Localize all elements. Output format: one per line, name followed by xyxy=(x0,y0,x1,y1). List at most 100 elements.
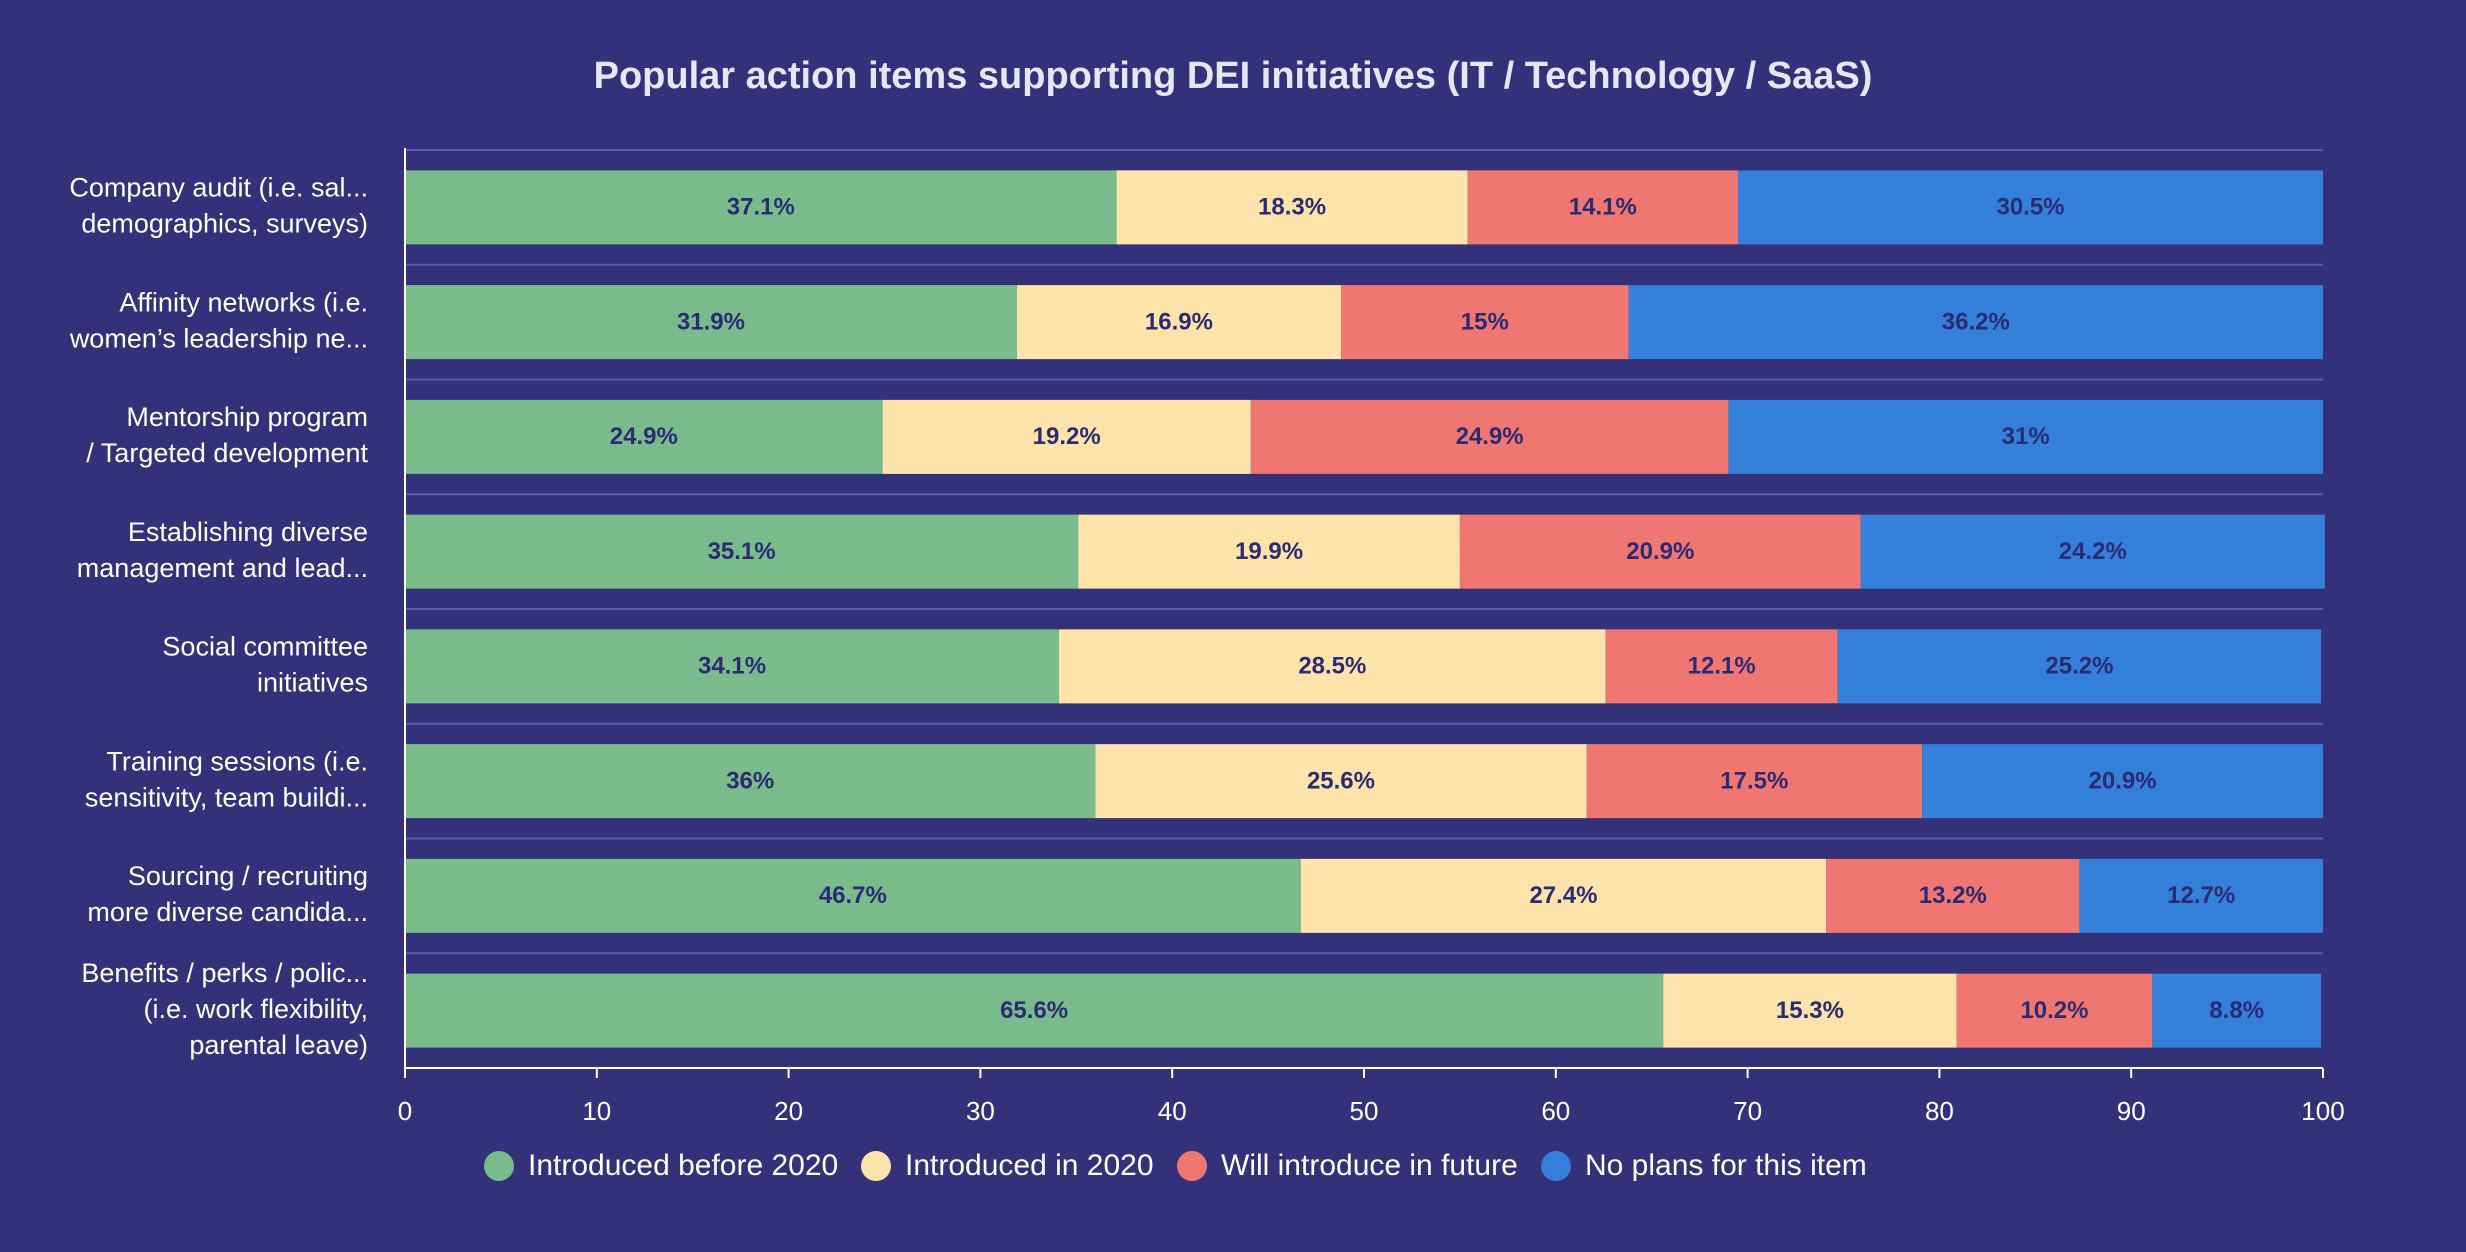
data-label: 10.2% xyxy=(2020,997,2088,1024)
bar-segment xyxy=(1837,629,2322,704)
data-label: 13.2% xyxy=(1919,882,1987,909)
bar-segment xyxy=(405,744,1096,819)
data-label: 25.6% xyxy=(1307,767,1375,794)
bar-segment xyxy=(1095,744,1587,819)
data-label: 15% xyxy=(1461,308,1509,335)
bar-segment xyxy=(1059,629,1606,704)
category-label: initiatives xyxy=(257,668,368,698)
data-label: 36% xyxy=(726,767,774,794)
bar-segment xyxy=(1663,973,1957,1048)
bar-segment xyxy=(1826,858,2080,933)
data-label: 31.9% xyxy=(677,308,745,335)
bar-segment xyxy=(1078,514,1460,589)
x-tick-label: 80 xyxy=(1925,1096,1954,1126)
x-tick-label: 60 xyxy=(1541,1096,1570,1126)
x-tick-label: 30 xyxy=(966,1096,995,1126)
legend-label: Will introduce in future xyxy=(1221,1149,1518,1182)
data-label: 8.8% xyxy=(2209,997,2264,1024)
category-label: demographics, surveys) xyxy=(81,209,368,239)
data-label: 24.9% xyxy=(1456,423,1524,450)
legend-swatch xyxy=(1541,1151,1571,1181)
category-label: Social committee xyxy=(162,632,368,662)
data-label: 12.1% xyxy=(1688,653,1756,680)
data-label: 28.5% xyxy=(1298,653,1366,680)
legend-swatch xyxy=(861,1151,891,1181)
data-label: 24.2% xyxy=(2059,538,2127,565)
x-tick-label: 20 xyxy=(774,1096,803,1126)
data-label: 34.1% xyxy=(698,653,766,680)
x-tick-label: 50 xyxy=(1350,1096,1379,1126)
legend-label: Introduced in 2020 xyxy=(905,1149,1154,1182)
bar-segment xyxy=(1586,744,1923,819)
x-tick-label: 0 xyxy=(398,1096,412,1126)
bar-segment xyxy=(1922,744,2323,819)
data-label: 18.3% xyxy=(1258,194,1326,221)
data-label: 31% xyxy=(2002,423,2050,450)
data-label: 35.1% xyxy=(708,538,776,565)
data-label: 12.7% xyxy=(2167,882,2235,909)
bar-segment xyxy=(1728,399,2323,474)
bar-segment xyxy=(1250,399,1729,474)
bar-segment xyxy=(1459,514,1861,589)
bar-segment xyxy=(1300,858,1827,933)
bar-segment xyxy=(1340,285,1629,360)
x-tick-label: 10 xyxy=(582,1096,611,1126)
category-label: more diverse candida... xyxy=(87,897,368,927)
data-label: 20.9% xyxy=(1626,538,1694,565)
data-label: 24.9% xyxy=(610,423,678,450)
bar-segment xyxy=(1860,514,2325,589)
category-label: Mentorship program xyxy=(126,402,368,432)
bar-segment xyxy=(405,973,1664,1048)
legend-label: No plans for this item xyxy=(1585,1149,1867,1182)
data-label: 16.9% xyxy=(1145,308,1213,335)
data-label: 19.2% xyxy=(1033,423,1101,450)
bar-segment xyxy=(2079,858,2323,933)
category-label: Training sessions (i.e. xyxy=(106,746,368,776)
category-label: Company audit (i.e. sal... xyxy=(69,173,368,203)
bar-segment xyxy=(1605,629,1838,704)
data-label: 14.1% xyxy=(1569,194,1637,221)
x-tick-label: 40 xyxy=(1158,1096,1187,1126)
category-label: sensitivity, team buildi... xyxy=(85,782,368,812)
bar-segment xyxy=(405,858,1301,933)
bar-segment xyxy=(1738,170,2323,245)
data-label: 15.3% xyxy=(1776,997,1844,1024)
bar-segment xyxy=(1116,170,1468,245)
category-label: Sourcing / recruiting xyxy=(128,861,368,891)
legend-swatch xyxy=(484,1151,514,1181)
data-label: 27.4% xyxy=(1529,882,1597,909)
data-label: 30.5% xyxy=(1996,194,2064,221)
data-label: 46.7% xyxy=(819,882,887,909)
bar-segment xyxy=(405,170,1117,245)
data-label: 20.9% xyxy=(2089,767,2157,794)
chart-title: Popular action items supporting DEI init… xyxy=(594,55,1873,97)
x-tick-label: 100 xyxy=(2301,1096,2344,1126)
data-label: 36.2% xyxy=(1942,308,2010,335)
category-label: Affinity networks (i.e. xyxy=(119,287,368,317)
category-label: (i.e. work flexibility, xyxy=(143,994,368,1024)
category-label: management and lead... xyxy=(77,553,368,583)
legend-label: Introduced before 2020 xyxy=(528,1149,838,1182)
x-tick-label: 70 xyxy=(1733,1096,1762,1126)
bar-segment xyxy=(2152,973,2322,1048)
category-label: Benefits / perks / polic... xyxy=(81,958,368,988)
data-label: 17.5% xyxy=(1720,767,1788,794)
category-label: / Targeted development xyxy=(86,438,368,468)
bar-segment xyxy=(405,399,883,474)
bar-segment xyxy=(405,285,1017,360)
bar-segment xyxy=(1467,170,1739,245)
x-tick-label: 90 xyxy=(2117,1096,2146,1126)
legend-swatch xyxy=(1177,1151,1207,1181)
bar-segment xyxy=(405,629,1060,704)
data-label: 65.6% xyxy=(1000,997,1068,1024)
category-label: Establishing diverse xyxy=(128,517,368,547)
data-label: 19.9% xyxy=(1235,538,1303,565)
bar-segment xyxy=(882,399,1251,474)
data-label: 37.1% xyxy=(727,194,795,221)
bar-segment xyxy=(405,514,1079,589)
data-label: 25.2% xyxy=(2045,653,2113,680)
bar-segment xyxy=(1628,285,2323,360)
bar-segment xyxy=(1956,973,2153,1048)
